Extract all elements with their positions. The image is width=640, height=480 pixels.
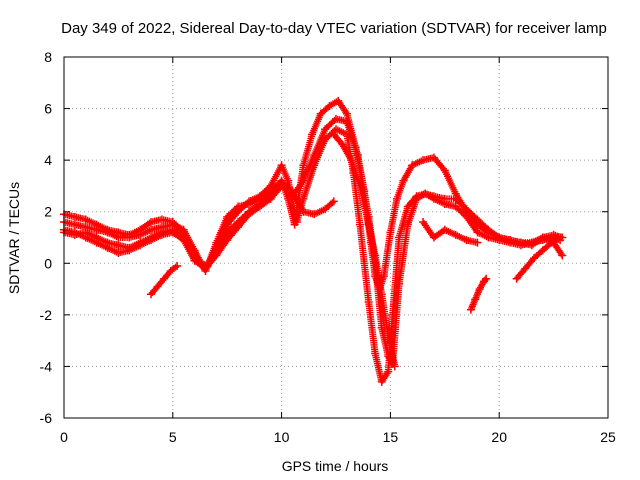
data-point bbox=[399, 176, 408, 185]
data-point bbox=[553, 233, 562, 242]
data-point bbox=[473, 228, 482, 237]
data-point bbox=[440, 166, 449, 175]
data-point bbox=[266, 181, 275, 190]
data-point bbox=[310, 210, 319, 219]
data-point bbox=[471, 295, 480, 304]
plot-frame bbox=[63, 56, 609, 419]
interp-marker bbox=[145, 219, 153, 227]
interp-marker bbox=[494, 232, 502, 240]
interp-marker bbox=[481, 276, 489, 284]
grid bbox=[64, 57, 608, 418]
data-point bbox=[390, 362, 399, 371]
y-tick-label: 4 bbox=[44, 152, 52, 168]
data-point bbox=[92, 220, 101, 229]
data-series bbox=[60, 96, 567, 386]
series-track-d bbox=[60, 181, 338, 273]
series-track-g bbox=[466, 274, 491, 314]
data-point bbox=[440, 225, 449, 234]
series-track-i bbox=[419, 218, 482, 247]
chart-title: Day 349 of 2022, Sidereal Day-to-day VTE… bbox=[61, 20, 607, 37]
data-point bbox=[332, 125, 340, 134]
x-tick-label: 15 bbox=[383, 429, 399, 445]
data-point bbox=[179, 228, 188, 237]
y-axis-label: SDTVAR / TECUs bbox=[6, 182, 22, 294]
x-tick-label: 10 bbox=[274, 429, 290, 445]
data-point bbox=[81, 233, 90, 242]
y-tick-label: 0 bbox=[44, 255, 52, 271]
data-point bbox=[70, 228, 79, 237]
data-point bbox=[277, 161, 286, 170]
data-point bbox=[329, 197, 338, 206]
y-tick-label: -6 bbox=[40, 410, 53, 426]
data-point bbox=[173, 261, 182, 270]
data-point bbox=[125, 230, 134, 239]
data-point bbox=[244, 197, 253, 206]
interp-marker bbox=[328, 199, 336, 207]
x-tick-label: 0 bbox=[60, 429, 68, 445]
data-point bbox=[482, 274, 491, 283]
data-point bbox=[92, 238, 101, 247]
y-tick-label: -4 bbox=[40, 358, 53, 374]
data-point bbox=[308, 130, 317, 139]
x-tick-label: 5 bbox=[169, 429, 177, 445]
data-point bbox=[81, 215, 90, 224]
data-point bbox=[179, 236, 188, 245]
data-point bbox=[136, 241, 145, 250]
series-track-f bbox=[147, 261, 182, 299]
data-point bbox=[451, 230, 460, 239]
series-track-h bbox=[512, 233, 562, 283]
x-tick-label: 20 bbox=[491, 429, 507, 445]
x-axis-label: GPS time / hours bbox=[282, 458, 389, 474]
data-point bbox=[558, 251, 567, 260]
data-point bbox=[147, 236, 156, 245]
data-point bbox=[408, 161, 417, 170]
y-tick-label: 6 bbox=[44, 101, 52, 117]
data-point bbox=[125, 246, 134, 255]
data-point bbox=[338, 140, 347, 149]
x-tick-label: 25 bbox=[600, 429, 616, 445]
data-point bbox=[277, 181, 286, 190]
series-track-e bbox=[329, 130, 399, 371]
data-point bbox=[473, 238, 482, 247]
y-tick-label: 2 bbox=[44, 204, 52, 220]
data-point bbox=[288, 187, 297, 196]
interp-marker bbox=[537, 235, 545, 243]
data-point bbox=[466, 305, 475, 314]
data-point bbox=[103, 243, 112, 252]
y-tick-label: 8 bbox=[44, 49, 52, 65]
y-tick-label: -2 bbox=[40, 307, 53, 323]
